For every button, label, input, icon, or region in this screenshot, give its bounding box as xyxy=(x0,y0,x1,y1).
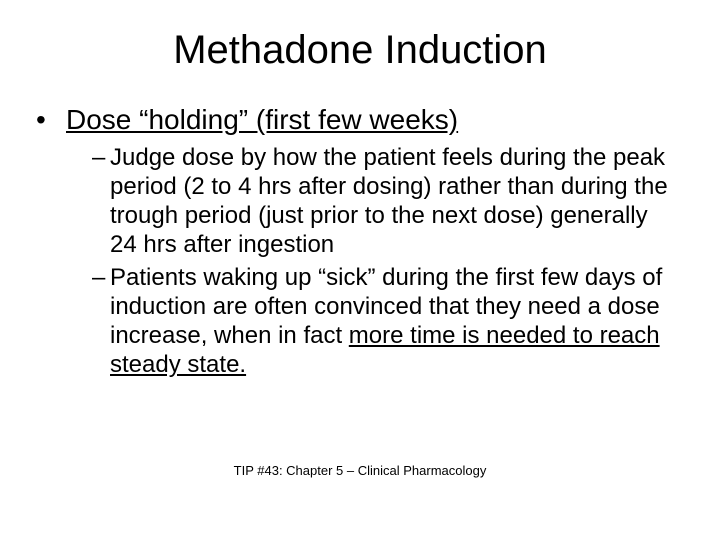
bullet-level2-text: Judge dose by how the patient feels duri… xyxy=(110,143,676,259)
bullet-level2-item: – Judge dose by how the patient feels du… xyxy=(36,143,676,259)
bullet-level2-text: Patients waking up “sick” during the fir… xyxy=(110,263,676,379)
slide-content: • Dose “holding” (first few weeks) – Jud… xyxy=(0,103,720,379)
dash-icon: – xyxy=(92,143,110,172)
slide-title: Methadone Induction xyxy=(0,0,720,103)
slide: Methadone Induction • Dose “holding” (fi… xyxy=(0,0,720,540)
bullet-level2-item: – Patients waking up “sick” during the f… xyxy=(36,263,676,379)
bullet-level1: • Dose “holding” (first few weeks) xyxy=(36,103,676,137)
slide-footer: TIP #43: Chapter 5 – Clinical Pharmacolo… xyxy=(0,463,720,478)
bullet-dot-icon: • xyxy=(36,103,66,137)
bullet-level1-text: Dose “holding” (first few weeks) xyxy=(66,103,458,137)
dash-icon: – xyxy=(92,263,110,292)
